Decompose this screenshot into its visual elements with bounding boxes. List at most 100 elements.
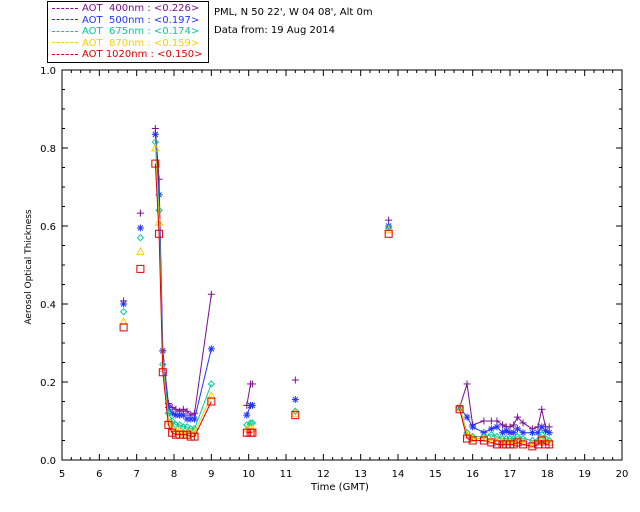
y-tick-label: 0.2 [40, 378, 56, 389]
plot-frame [61, 69, 623, 461]
legend-line [52, 30, 78, 32]
legend-entry: AOT 1020nm : <0.150> [52, 49, 202, 61]
data-point [291, 376, 299, 384]
data-date: Data from: 19 Aug 2014 [214, 25, 335, 36]
x-tick-label: 12 [317, 469, 330, 480]
data-point [506, 423, 514, 431]
data-point [206, 391, 216, 400]
data-point [519, 419, 527, 427]
data-point [510, 421, 518, 429]
legend-line [52, 53, 78, 55]
series-line [246, 383, 253, 406]
data-point [493, 432, 501, 441]
series-4 [119, 159, 554, 451]
x-tick-label: 18 [541, 469, 554, 480]
data-point [191, 409, 199, 417]
data-point [538, 405, 546, 413]
data-point [207, 397, 216, 406]
y-tick-label: 1.0 [40, 66, 56, 77]
data-point [463, 434, 472, 443]
data-point [136, 233, 145, 242]
data-point [513, 438, 522, 447]
data-point [469, 423, 477, 431]
data-point [499, 421, 507, 429]
data-point [119, 323, 128, 332]
y-tick-label: 0.6 [40, 222, 56, 233]
x-tick-label: 9 [208, 469, 214, 480]
data-point [155, 229, 164, 238]
legend-label: AOT 675nm : <0.174> [82, 26, 200, 37]
data-point [191, 415, 199, 423]
x-tick-label: 16 [466, 469, 479, 480]
x-tick-label: 20 [616, 469, 629, 480]
legend-line [52, 42, 78, 43]
legend-line [52, 19, 78, 20]
data-point [384, 225, 394, 234]
data-point [120, 300, 128, 308]
data-point [243, 411, 251, 419]
x-tick-label: 7 [133, 469, 139, 480]
data-point [492, 440, 501, 449]
data-point [119, 316, 128, 326]
data-point [150, 143, 160, 152]
data-point [291, 396, 299, 404]
legend-label: AOT 400nm : <0.226> [82, 3, 200, 14]
data-point [486, 435, 496, 444]
data-point [385, 216, 393, 224]
data-point [463, 380, 471, 388]
series-0 [120, 125, 553, 433]
data-point [513, 425, 521, 433]
data-point [384, 224, 393, 232]
legend-label: AOT 870nm : <0.159> [82, 37, 200, 49]
data-point [545, 423, 553, 431]
legend-entry: AOT 870nm : <0.159> [52, 38, 199, 50]
data-point [519, 440, 528, 449]
x-tick-label: 8 [171, 469, 177, 480]
data-point [136, 246, 145, 255]
series-3 [119, 143, 554, 448]
data-point [164, 420, 173, 429]
data-point [545, 429, 553, 437]
series-1 [120, 130, 553, 437]
data-point [136, 209, 144, 217]
data-point [248, 380, 256, 388]
data-point [463, 413, 471, 421]
series-line [154, 147, 212, 434]
data-point [538, 430, 546, 439]
data-point [384, 229, 393, 238]
data-point [513, 413, 521, 421]
data-point [136, 224, 144, 232]
data-point [291, 407, 300, 415]
series-2 [119, 138, 553, 445]
series-line [154, 163, 212, 438]
data-point [179, 405, 187, 413]
data-point [136, 264, 145, 273]
data-point [291, 411, 300, 420]
data-point [479, 433, 489, 443]
data-point [455, 405, 464, 414]
legend: AOT 400nm : <0.226> AOT 500nm : <0.197> AO… [47, 1, 209, 63]
axis-ticks: 5 6 7 8 9 10 11 12 13 14 15 16 17 18 19 20 0.0 0.2 0.4 0.6 0… [40, 66, 628, 480]
station-location: PML, N 50 22', W 04 08', Alt 0m [214, 7, 373, 18]
data-point [468, 436, 477, 445]
x-tick-label: 11 [280, 469, 293, 480]
x-tick-label: 17 [504, 469, 517, 480]
data-point [487, 438, 496, 447]
data-point [480, 417, 488, 425]
x-tick-label: 5 [59, 469, 65, 480]
legend-entry: AOT 500nm : <0.197> [52, 15, 199, 27]
data-point [528, 436, 537, 445]
data-point [290, 408, 300, 417]
data-point [207, 380, 216, 388]
y-tick-label: 0.8 [40, 144, 56, 155]
data-point [151, 130, 159, 138]
data-point [519, 429, 527, 437]
x-tick-label: 6 [96, 469, 102, 480]
x-tick-label: 14 [392, 469, 405, 480]
x-tick-label: 13 [354, 469, 367, 480]
x-tick-label: 10 [242, 469, 255, 480]
x-tick-label: 15 [429, 469, 442, 480]
legend-line [52, 7, 78, 9]
data-point [545, 440, 554, 449]
